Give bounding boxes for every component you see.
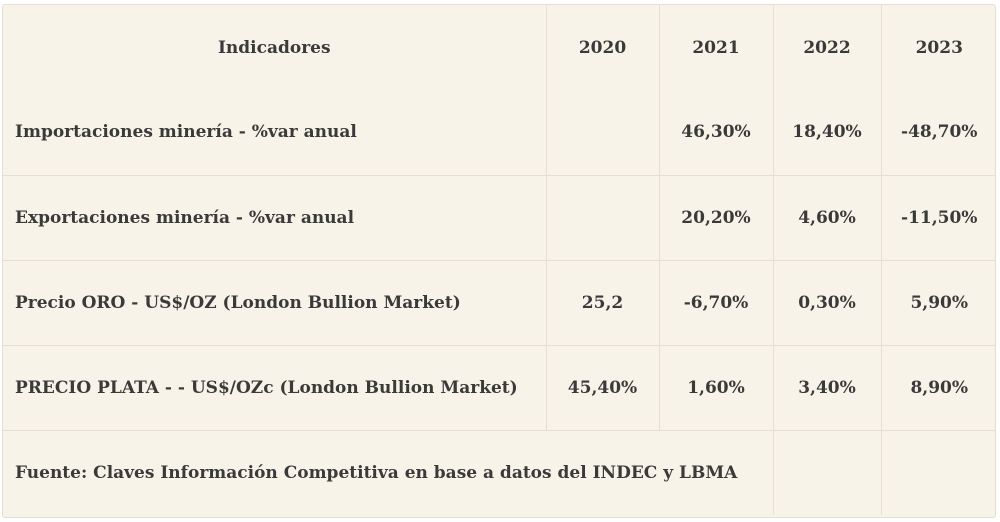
table-row: Importaciones minería - %var anual 46,30… — [3, 90, 995, 176]
cell-2021: 20,20% — [659, 175, 774, 261]
table-row: Exportaciones minería - %var anual 20,20… — [3, 175, 995, 261]
cell-2023: -48,70% — [881, 90, 995, 176]
table-row: PRECIO PLATA - - US$/OZc (London Bullion… — [3, 345, 995, 431]
header-year-2023: 2023 — [915, 37, 963, 58]
cell-2023: -11,50% — [881, 175, 995, 261]
row-label: Exportaciones minería - %var anual — [3, 175, 547, 261]
cell-2023: 8,90% — [881, 345, 995, 431]
cell-2023: 5,90% — [881, 260, 995, 346]
indicators-table-container: Indicadores 2020 2021 2022 2023 Importac… — [2, 4, 996, 518]
empty-cell — [773, 430, 882, 515]
cell-2020: 25,2 — [546, 260, 660, 346]
header-year-2020: 2020 — [546, 5, 660, 90]
row-label: PRECIO PLATA - - US$/OZc (London Bullion… — [3, 345, 547, 431]
header-indicadores: Indicadores — [3, 5, 547, 90]
cell-2021: 46,30% — [659, 90, 774, 176]
header-year-2021: 2021 — [659, 5, 774, 90]
cell-2022: 3,40% — [773, 345, 882, 431]
cell-2021: -6,70% — [659, 260, 774, 346]
row-label: Precio ORO - US$/OZ (London Bullion Mark… — [3, 260, 547, 346]
cell-2022: 0,30% — [773, 260, 882, 346]
indicators-table: Indicadores 2020 2021 2022 2023 Importac… — [3, 5, 995, 515]
cell-2020 — [546, 90, 660, 176]
table-row: Precio ORO - US$/OZ (London Bullion Mark… — [3, 260, 995, 346]
cell-2020 — [546, 175, 660, 261]
header-year-2022: 2022 — [773, 5, 882, 90]
cell-2020: 45,40% — [546, 345, 660, 431]
source-row: Fuente: Claves Información Competitiva e… — [3, 430, 995, 515]
cell-2022: 18,40% — [773, 90, 882, 176]
table-header-row: Indicadores 2020 2021 2022 2023 — [3, 5, 995, 90]
cell-2022: 4,60% — [773, 175, 882, 261]
cell-2021: 1,60% — [659, 345, 774, 431]
row-label: Importaciones minería - %var anual — [3, 90, 547, 176]
source-note: Fuente: Claves Información Competitiva e… — [3, 430, 774, 515]
empty-cell — [881, 430, 995, 515]
